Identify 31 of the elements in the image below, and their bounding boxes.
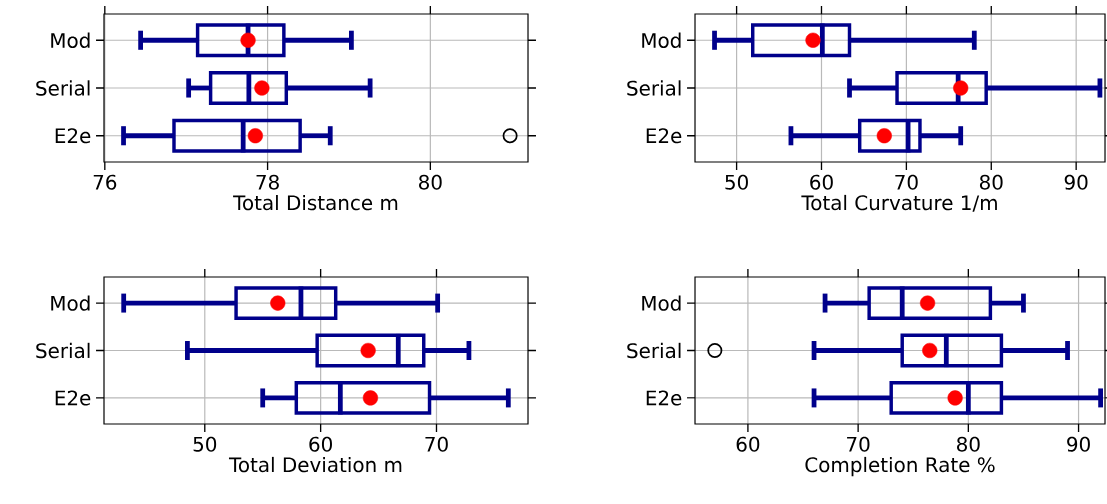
y-tick-label: Mod [642, 32, 681, 48]
x-tick-label: 60 [810, 174, 833, 190]
y-tick-label: Mod [642, 295, 681, 311]
x-tick-label: 70 [425, 436, 448, 452]
y-tick-label: Serial [627, 80, 681, 96]
x-tick-label: 60 [309, 436, 332, 452]
x-tick-label: 80 [419, 174, 442, 190]
y-tick-label: Serial [627, 342, 681, 359]
x-tick-label: 90 [1067, 436, 1090, 452]
x-axis-title: Total Curvature 1/m [801, 194, 997, 212]
y-tick-label: E2e [55, 128, 91, 144]
x-tick-label: 50 [725, 174, 748, 190]
x-tick-label: 76 [93, 174, 117, 190]
x-tick-label: 50 [193, 436, 217, 452]
y-tick-label: E2e [646, 390, 682, 406]
x-tick-label: 90 [1064, 174, 1088, 190]
y-tick-label: Serial [36, 342, 90, 359]
x-axis-title: Total Deviation m [228, 456, 402, 473]
x-tick-label: 60 [736, 436, 760, 452]
y-tick-label: Serial [36, 80, 90, 96]
x-tick-label: 80 [979, 174, 1003, 190]
y-tick-label: E2e [646, 128, 682, 144]
x-tick-label: 78 [256, 174, 279, 190]
x-axis-title: Completion Rate % [805, 456, 995, 477]
x-tick-label: 70 [895, 174, 918, 190]
y-tick-label: Mod [51, 295, 90, 311]
x-axis-title: Total Distance m [233, 194, 398, 211]
x-tick-label: 80 [957, 436, 980, 452]
y-tick-label: Mod [51, 32, 90, 48]
y-tick-label: E2e [55, 390, 91, 406]
x-tick-label: 70 [847, 436, 870, 452]
